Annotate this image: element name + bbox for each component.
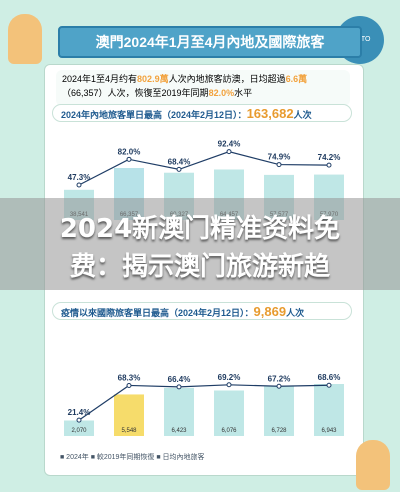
percent-label: 47.3%	[68, 173, 91, 182]
trend-point	[226, 382, 232, 388]
section1-value: 163,682	[246, 106, 294, 121]
tourist-illustration-left	[8, 14, 42, 64]
section2-value: 9,869	[253, 304, 287, 319]
summary-text: （66,357）人次，恢復至2019年同期	[62, 88, 209, 98]
percent-label: 68.3%	[118, 373, 141, 382]
summary-line-1: 2024年1至4月约有802.9萬人次內地旅客訪澳，日均超過6.6萬	[62, 72, 344, 86]
percent-label: 68.6%	[318, 373, 341, 382]
summary-text: 2024年1至4月约有	[62, 74, 138, 84]
summary-average: 6.6萬	[285, 74, 308, 84]
trend-line	[78, 384, 330, 421]
bar	[314, 384, 344, 436]
trend-point	[226, 149, 232, 155]
bar-label: 5,548	[121, 428, 137, 434]
summary-number: 802.9萬	[137, 74, 169, 84]
trend-point	[76, 417, 82, 423]
percent-label: 67.2%	[268, 374, 291, 383]
chart-international: 2,070 5,548 6,423 6,076 6,728 6,943 21.4% 68.3%…	[64, 373, 344, 436]
section1-unit: 人次	[293, 110, 312, 120]
tourist-illustration-right	[356, 440, 390, 490]
summary-box: 2024年1至4月约有802.9萬人次內地旅客訪澳，日均超過6.6萬 （66,3…	[56, 70, 350, 106]
bar-label: 6,943	[321, 428, 337, 434]
legend: ■ 2024年 ■ 較2019年同期恢復 ■ 日均內地旅客	[60, 454, 205, 461]
section2-unit: 人次	[286, 308, 305, 318]
trend-point	[176, 166, 182, 172]
bar-label: 2,070	[71, 428, 87, 434]
banner-line-2: 费：揭示澳门旅游新趋	[69, 252, 330, 282]
percent-label: 92.4%	[218, 140, 241, 149]
trend-point	[126, 382, 132, 388]
trend-point	[326, 162, 332, 168]
section2-title: 疫情以來國際旅客單日最高（2024年2月12日）：9,869人次	[52, 302, 352, 320]
percent-label: 82.0%	[118, 147, 141, 156]
section2-label: 疫情以來國際旅客單日最高（2024年2月12日）：	[61, 308, 254, 318]
trend-line	[78, 150, 330, 186]
percent-label: 66.4%	[168, 375, 191, 384]
overlay-banner	[0, 198, 400, 290]
bar-label: 6,076	[221, 428, 237, 434]
page-title: 澳門2024年1月至4月內地及國際旅客	[58, 26, 362, 58]
trend-point	[276, 383, 282, 389]
trend-point	[76, 182, 82, 188]
summary-line-2: （66,357）人次，恢復至2019年同期82.0%水平	[62, 86, 344, 100]
percent-label: 68.4%	[168, 157, 191, 166]
bar	[264, 385, 294, 436]
bar	[164, 387, 194, 436]
section1-label: 2024年內地旅客單日最高（2024年2月12日）：	[61, 110, 247, 120]
bar-label: 6,728	[271, 428, 287, 434]
percent-label: 74.9%	[268, 153, 291, 162]
summary-percent: 82.0%	[208, 88, 235, 98]
trend-point	[326, 382, 332, 388]
summary-text: 水平	[234, 88, 253, 98]
percent-label: 69.2%	[218, 373, 241, 382]
banner-line-1: 2024新澳门精准资料免	[59, 214, 341, 244]
summary-text: 人次內地旅客訪澳，日均超過	[168, 74, 286, 84]
trend-point	[126, 156, 132, 162]
section1-title: 2024年內地旅客單日最高（2024年2月12日）：163,682人次	[52, 104, 352, 122]
bar	[114, 394, 144, 436]
bar-label: 6,423	[171, 428, 187, 434]
percent-label: 21.4%	[68, 408, 91, 417]
trend-point	[276, 162, 282, 168]
bar	[64, 420, 94, 436]
trend-point	[176, 384, 182, 390]
percent-label: 74.2%	[318, 153, 341, 162]
bar	[214, 390, 244, 436]
